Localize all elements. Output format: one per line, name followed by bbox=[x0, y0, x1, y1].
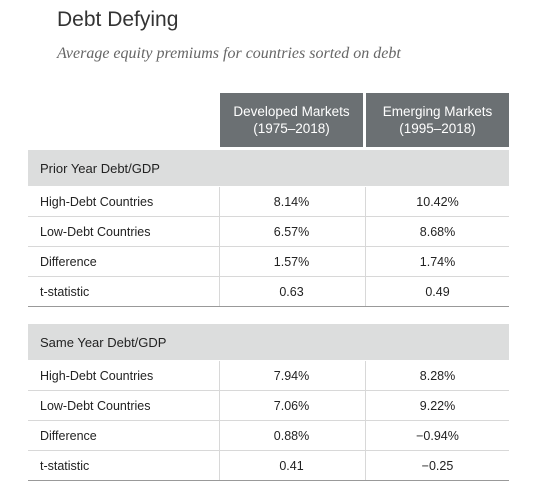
cell-value: 1.57% bbox=[273, 254, 310, 269]
row-divider bbox=[28, 390, 509, 391]
column-divider bbox=[365, 391, 366, 420]
row-divider bbox=[28, 246, 509, 247]
section-header: Prior Year Debt/GDP bbox=[28, 150, 509, 186]
column-divider bbox=[365, 451, 366, 480]
row-label: Difference bbox=[40, 254, 97, 269]
column-divider bbox=[219, 361, 220, 390]
cell-value: 10.42% bbox=[416, 194, 459, 209]
row-label: t-statistic bbox=[40, 284, 90, 299]
column-period: (1975–2018) bbox=[253, 121, 330, 136]
column-divider bbox=[365, 421, 366, 450]
cell-value: 8.68% bbox=[419, 224, 456, 239]
cell-value: 9.22% bbox=[419, 398, 456, 413]
title: Debt Defying bbox=[57, 8, 179, 31]
column-divider bbox=[219, 451, 220, 480]
cell-value: 1.74% bbox=[419, 254, 456, 269]
cell-value: −0.25 bbox=[421, 458, 454, 473]
column-period: (1995–2018) bbox=[399, 121, 476, 136]
cell-value: 0.88% bbox=[273, 428, 310, 443]
row-label: Low-Debt Countries bbox=[40, 224, 151, 239]
row-divider bbox=[28, 306, 509, 307]
column-divider bbox=[365, 277, 366, 306]
column-divider bbox=[365, 217, 366, 246]
cell-value: 7.94% bbox=[273, 368, 310, 383]
cell-value: −0.94% bbox=[416, 428, 459, 443]
row-divider bbox=[28, 216, 509, 217]
column-divider bbox=[219, 421, 220, 450]
column-divider bbox=[365, 361, 366, 390]
column-divider bbox=[219, 247, 220, 276]
subtitle: Average equity premiums for countries so… bbox=[57, 45, 401, 62]
cell-value: 0.49 bbox=[425, 284, 450, 299]
column-divider bbox=[365, 187, 366, 216]
cell-value: 0.63 bbox=[279, 284, 304, 299]
column-divider bbox=[219, 217, 220, 246]
cell-value: 8.14% bbox=[273, 194, 310, 209]
column-divider bbox=[219, 187, 220, 216]
cell-value: 8.28% bbox=[419, 368, 456, 383]
cell-value: 6.57% bbox=[273, 224, 310, 239]
row-label: Low-Debt Countries bbox=[40, 398, 151, 413]
column-divider bbox=[365, 247, 366, 276]
row-divider bbox=[28, 450, 509, 451]
row-divider bbox=[28, 480, 509, 481]
column-name: Emerging Markets bbox=[382, 104, 493, 119]
row-label: t-statistic bbox=[40, 458, 90, 473]
column-name: Developed Markets bbox=[233, 104, 350, 119]
row-label: High-Debt Countries bbox=[40, 194, 154, 209]
row-divider bbox=[28, 276, 509, 277]
column-divider bbox=[219, 277, 220, 306]
column-header: Emerging Markets (1995–2018) bbox=[366, 93, 509, 147]
column-divider bbox=[219, 391, 220, 420]
cell-value: 7.06% bbox=[273, 398, 310, 413]
section-header: Same Year Debt/GDP bbox=[28, 324, 509, 360]
row-label: High-Debt Countries bbox=[40, 368, 154, 383]
column-header: Developed Markets (1975–2018) bbox=[220, 93, 363, 147]
cell-value: 0.41 bbox=[279, 458, 304, 473]
row-label: Difference bbox=[40, 428, 97, 443]
row-divider bbox=[28, 420, 509, 421]
